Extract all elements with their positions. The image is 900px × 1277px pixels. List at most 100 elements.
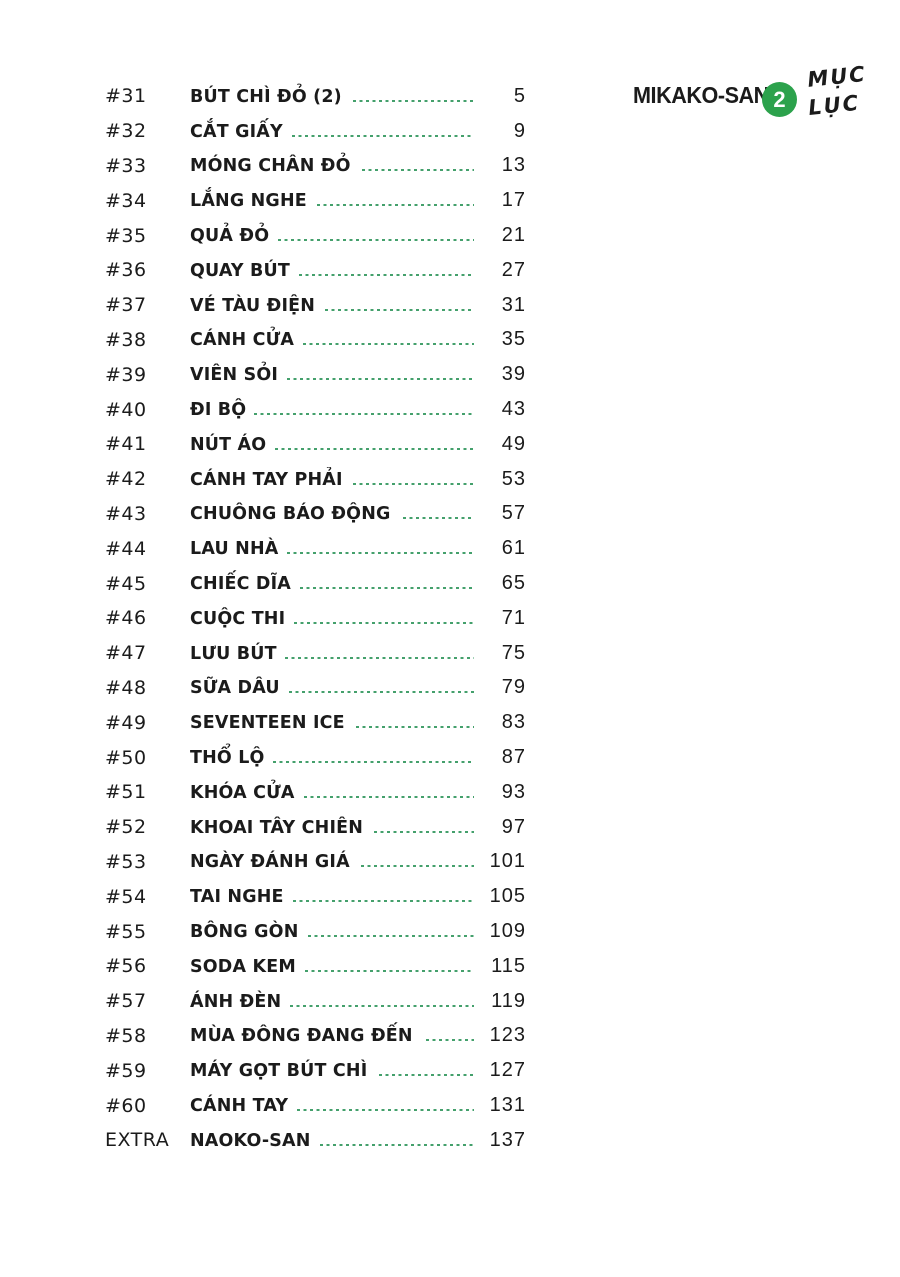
toc-row: #43 CHUÔNG BÁO ĐỘNG 57 [105, 497, 526, 532]
chapter-number: #57 [105, 990, 147, 1013]
dotted-leader [374, 830, 474, 833]
toc-row: #40 ĐI BỘ 43 [105, 392, 526, 427]
chapter-title: MÙA ĐÔNG ĐANG ĐẾN [190, 1025, 413, 1047]
chapter-number: #39 [105, 363, 147, 386]
chapter-title-wrap: MÙA ĐÔNG ĐANG ĐẾN [190, 1025, 478, 1046]
toc-row: #49 SEVENTEEN ICE 83 [105, 705, 526, 740]
chapter-title: TAI NGHE [190, 886, 284, 908]
chapter-title-wrap: SỮA DÂU [190, 677, 478, 698]
chapter-title-wrap: CUỘC THI [190, 608, 478, 629]
chapter-title: NÚT ÁO [190, 433, 267, 455]
toc-row: #47 LƯU BÚT 75 [105, 636, 526, 671]
chapter-number: #34 [105, 189, 147, 212]
volume-number: 2 [773, 86, 786, 112]
chapter-number: EXTRA [105, 1129, 170, 1152]
chapter-title: CÁNH TAY [190, 1095, 289, 1116]
chapter-number: #31 [105, 85, 147, 108]
page-number: 13 [501, 154, 526, 177]
chapter-title: LAU NHÀ [190, 538, 279, 560]
dotted-leader [303, 343, 474, 346]
page-number: 83 [501, 711, 526, 734]
toc-row: #46 CUỘC THI 71 [105, 601, 526, 636]
dotted-leader [288, 691, 474, 694]
toc-row: #44 LAU NHÀ 61 [105, 531, 526, 566]
dotted-leader [360, 865, 474, 868]
page-number: 57 [501, 502, 526, 525]
chapter-title-wrap: ĐI BỘ [190, 399, 478, 420]
chapter-title: BÚT CHÌ ĐỎ (2) [190, 85, 342, 107]
toc-row: #41 NÚT ÁO 49 [105, 427, 526, 462]
page-number: 97 [501, 815, 526, 838]
page-number: 93 [501, 780, 526, 803]
chapter-title: LƯU BÚT [190, 642, 277, 664]
dotted-leader [290, 1004, 474, 1007]
volume-number-badge: 2 [762, 82, 797, 117]
dotted-leader [361, 169, 474, 172]
chapter-title-wrap: CÁNH CỬA [190, 329, 478, 350]
toc-row: #48 SỮA DÂU 79 [105, 671, 526, 706]
dotted-leader [286, 378, 474, 381]
toc-row: #50 THỔ LỘ 87 [105, 740, 526, 775]
chapter-title: CÁNH TAY PHẢI [190, 468, 343, 490]
chapter-number: #59 [105, 1059, 147, 1082]
dotted-leader [287, 552, 474, 555]
page-number: 79 [501, 676, 526, 699]
toc-row: #60 CÁNH TAY 131 [105, 1088, 526, 1123]
chapter-title-wrap: CHIẾC DĨA [190, 573, 478, 594]
page-number: 71 [501, 606, 526, 629]
page-header: MIKAKO-SAN 2 MỤC LỤC [0, 0, 900, 140]
toc-row: #55 BÔNG GÒN 109 [105, 914, 526, 949]
dotted-leader [355, 726, 474, 729]
page-number: 131 [489, 1094, 526, 1116]
chapter-number: #58 [105, 1024, 147, 1047]
chapter-title-wrap: SEVENTEEN ICE [190, 712, 478, 733]
chapter-number: #47 [105, 642, 147, 665]
toc-row: #42 CÁNH TAY PHẢI 53 [105, 462, 526, 497]
chapter-title: SEVENTEEN ICE [190, 712, 345, 734]
dotted-leader [294, 621, 474, 624]
chapter-number: #60 [105, 1094, 147, 1117]
chapter-title-wrap: CẮT GIẤY [190, 121, 478, 142]
page-number: 35 [501, 328, 526, 351]
dotted-leader [299, 273, 474, 276]
chapter-title-wrap: ÁNH ĐÈN [190, 991, 478, 1012]
chapter-title: MÁY GỌT BÚT CHÌ [190, 1060, 368, 1082]
dotted-leader [402, 517, 474, 520]
chapter-title: NAOKO-SAN [190, 1129, 311, 1151]
toc-row: #53 NGÀY ĐÁNH GIÁ 101 [105, 845, 526, 880]
chapter-number: #37 [105, 294, 147, 317]
chapter-title-wrap: BÔNG GÒN [190, 921, 478, 942]
chapter-title: CHIẾC DĨA [190, 573, 292, 595]
chapter-title-wrap: LẮNG NGHE [190, 190, 478, 211]
chapter-title: ÁNH ĐÈN [190, 990, 282, 1012]
chapter-number: #32 [105, 120, 147, 143]
toc-row: EXTRA NAOKO-SAN 137 [105, 1123, 526, 1158]
dotted-leader [274, 447, 474, 450]
chapter-title-wrap: VIÊN SỎI [190, 364, 478, 385]
page-number: 53 [501, 467, 526, 490]
toc-row: #31 BÚT CHÌ ĐỎ (2) 5 [105, 79, 526, 114]
page-number: 119 [491, 989, 526, 1012]
toc-label-line1: MỤC [806, 61, 868, 92]
toc-label: MỤC LỤC [806, 60, 871, 122]
chapter-number: #48 [105, 676, 147, 699]
page-number: 49 [501, 432, 526, 455]
chapter-number: #52 [105, 816, 147, 839]
toc-row: #35 QUẢ ĐỎ 21 [105, 218, 526, 253]
page-number: 5 [513, 84, 526, 107]
chapter-title-wrap: TAI NGHE [190, 886, 478, 907]
page-number: 105 [489, 885, 526, 908]
dotted-leader [425, 1039, 474, 1042]
toc-row: #52 KHOAI TÂY CHIÊN 97 [105, 810, 526, 845]
dotted-leader [303, 795, 474, 798]
chapter-title: LẮNG NGHE [190, 190, 307, 212]
toc-row: #57 ÁNH ĐÈN 119 [105, 984, 526, 1019]
page-number: 27 [501, 258, 526, 281]
chapter-title-wrap: VÉ TÀU ĐIỆN [190, 295, 478, 316]
dotted-leader [272, 761, 474, 764]
chapter-title-wrap: MÓNG CHÂN ĐỎ [190, 155, 478, 176]
chapter-title: CẮT GIẤY [190, 120, 283, 142]
chapter-number: #55 [105, 920, 147, 943]
chapter-number: #49 [105, 711, 147, 734]
page-number: 21 [501, 224, 526, 247]
